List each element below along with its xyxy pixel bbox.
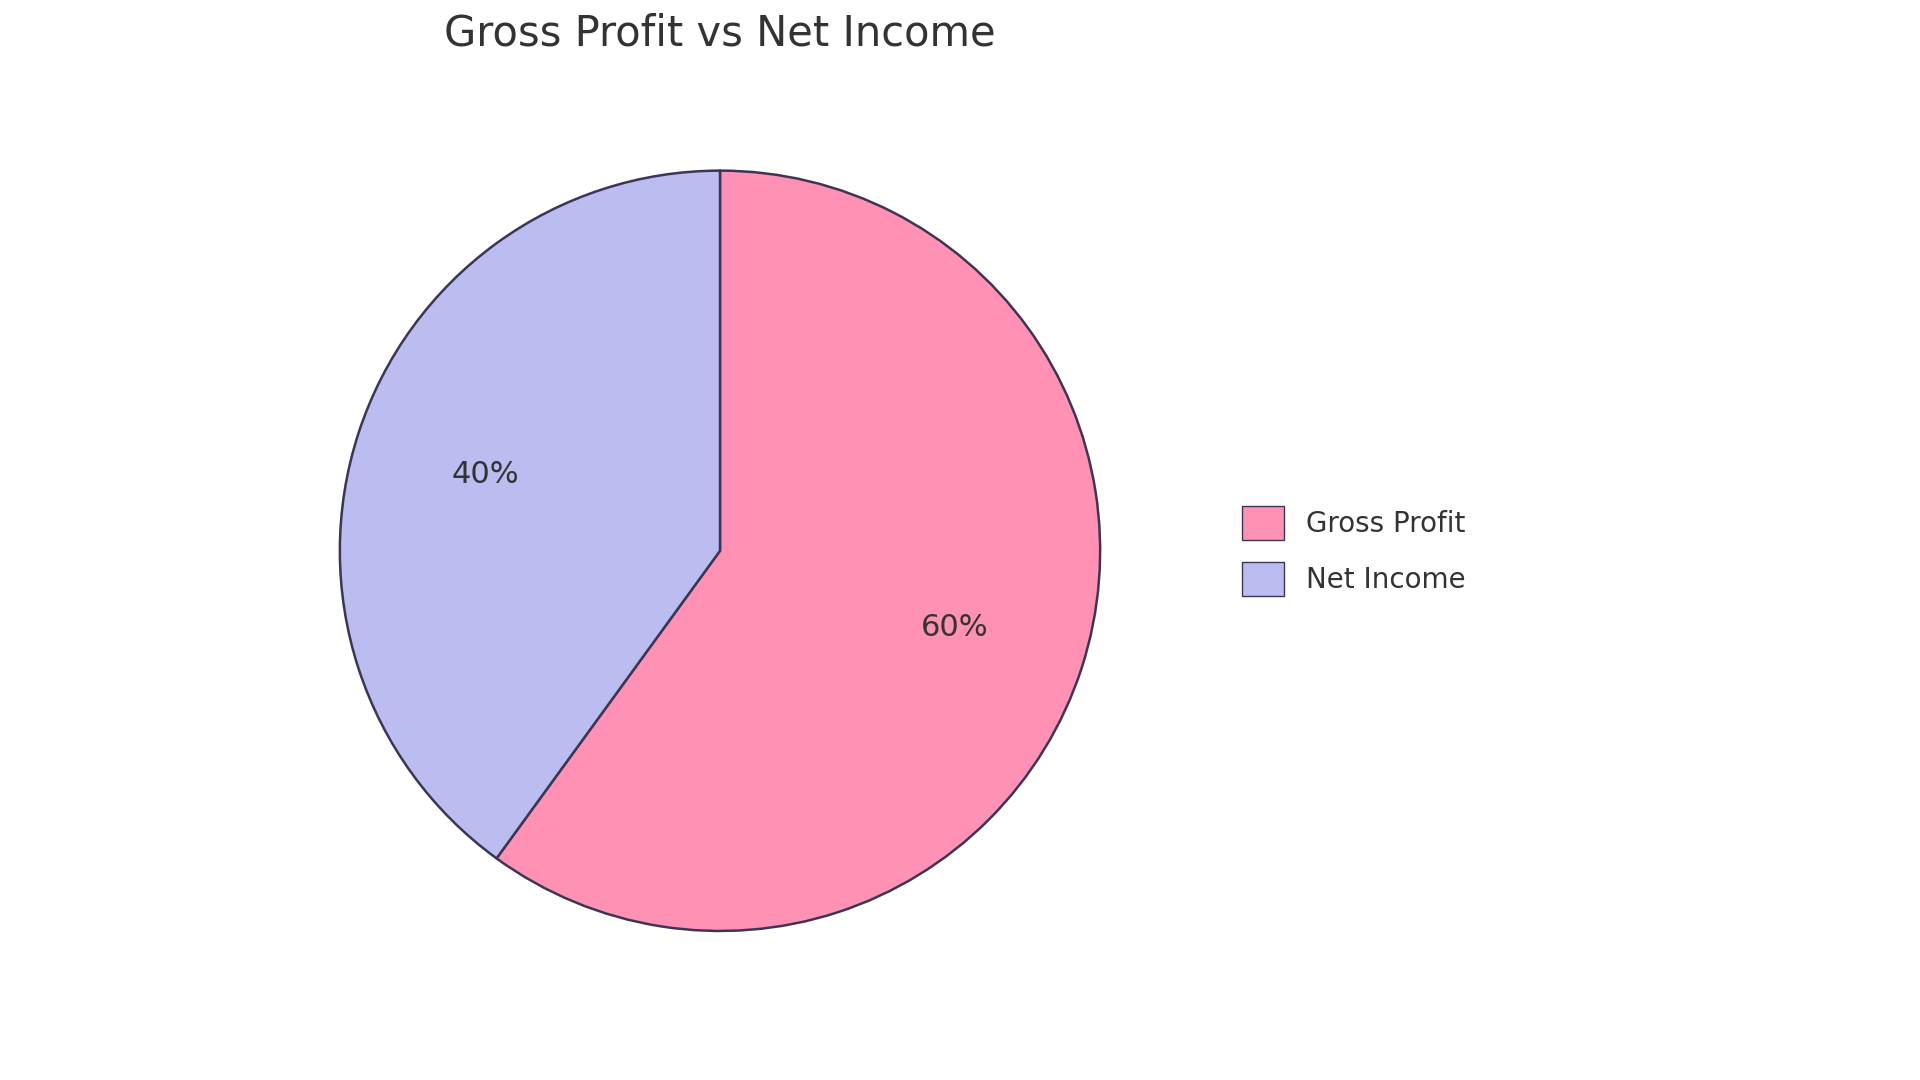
- Legend: Gross Profit, Net Income: Gross Profit, Net Income: [1229, 491, 1480, 610]
- Wedge shape: [340, 171, 720, 859]
- Title: Gross Profit vs Net Income: Gross Profit vs Net Income: [444, 12, 996, 54]
- Text: 40%: 40%: [451, 460, 518, 489]
- Text: 60%: 60%: [922, 612, 989, 642]
- Wedge shape: [497, 171, 1100, 931]
